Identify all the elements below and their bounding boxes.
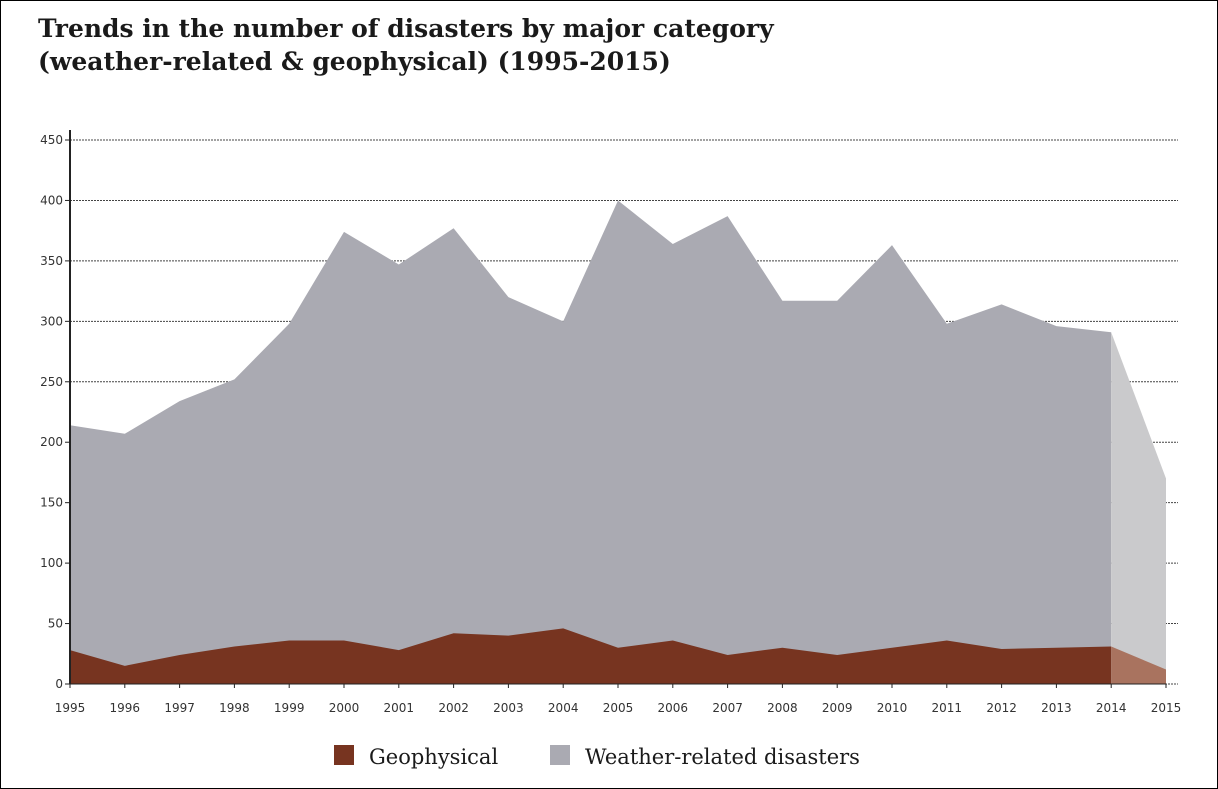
chart-title-line-1: Trends in the number of disasters by maj…	[38, 14, 774, 43]
y-tick-label-450: 450	[40, 133, 63, 147]
y-tick-label-400: 400	[40, 193, 63, 207]
legend-label-weather-related: Weather-related disasters	[585, 745, 860, 769]
legend-swatch-weather-related	[550, 745, 570, 765]
x-tick-label-2004: 2004	[548, 701, 579, 715]
x-tick-label-2013: 2013	[1041, 701, 1072, 715]
x-tick-label-2012: 2012	[986, 701, 1017, 715]
chart-title: Trends in the number of disasters by maj…	[38, 12, 774, 78]
x-tick-label-2009: 2009	[822, 701, 853, 715]
x-tick-label-2006: 2006	[658, 701, 689, 715]
x-tick-label-2007: 2007	[712, 701, 743, 715]
y-tick-label-0: 0	[55, 677, 63, 691]
y-tick-label-300: 300	[40, 314, 63, 328]
y-tick-label-200: 200	[40, 435, 63, 449]
x-tick-label-1997: 1997	[164, 701, 195, 715]
x-tick-label-1999: 1999	[274, 701, 305, 715]
x-tick-label-2000: 2000	[329, 701, 360, 715]
y-tick-label-100: 100	[40, 556, 63, 570]
legend-swatch-geophysical	[334, 745, 354, 765]
x-tick-label-1996: 1996	[110, 701, 141, 715]
x-tick-label-2002: 2002	[438, 701, 469, 715]
legend: Geophysical Weather-related disasters	[334, 745, 860, 769]
x-tick-label-2010: 2010	[877, 701, 908, 715]
y-tick-label-350: 350	[40, 254, 63, 268]
x-tick-label-1998: 1998	[219, 701, 250, 715]
y-tick-label-50: 50	[48, 617, 63, 631]
x-tick-label-2011: 2011	[932, 701, 963, 715]
x-axis-ticks: 1995 1996 1997 1998 1999 2000 2001 2002 2003 2004…	[55, 684, 1182, 715]
x-tick-label-1995: 1995	[55, 701, 86, 715]
weather-related-area	[70, 200, 1112, 684]
x-tick-label-2005: 2005	[603, 701, 634, 715]
legend-label-geophysical: Geophysical	[369, 745, 498, 769]
area-series	[70, 200, 1166, 684]
x-tick-label-2015: 2015	[1151, 701, 1182, 715]
weather-related-area-2014-2015	[1111, 332, 1166, 684]
y-tick-label-250: 250	[40, 375, 63, 389]
y-tick-label-150: 150	[40, 496, 63, 510]
x-tick-label-2003: 2003	[493, 701, 524, 715]
x-tick-label-2008: 2008	[767, 701, 798, 715]
chart-title-line-2: (weather-related & geophysical) (1995-20…	[38, 47, 671, 76]
y-axis-ticks: 0 50 100 150 200 250 300 350 400 450	[40, 133, 70, 691]
x-tick-label-2014: 2014	[1096, 701, 1127, 715]
x-tick-label-2001: 2001	[384, 701, 415, 715]
geophysical-area-2014-2015	[1111, 646, 1166, 684]
geophysical-area	[70, 628, 1112, 684]
